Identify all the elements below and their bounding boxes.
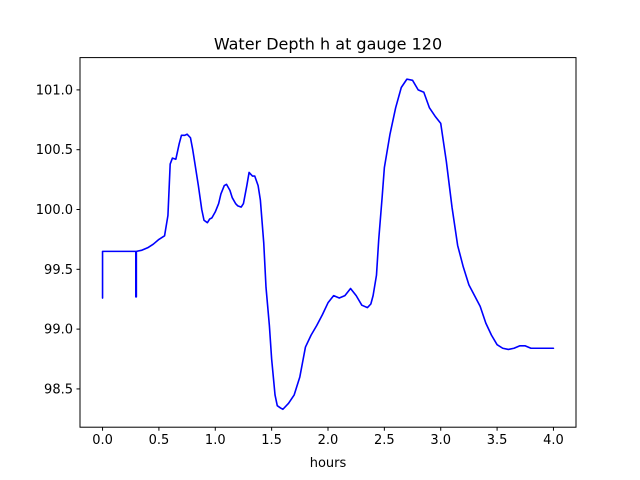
x-axis-label: hours	[310, 456, 347, 471]
x-axis: 0.0 0.5 1.0 1.5 2.0 2.5 3.0 3.5 4.0	[92, 427, 564, 448]
y-tick-label: 99.0	[44, 323, 73, 338]
x-tick-label: 3.0	[430, 433, 451, 448]
x-tick-label: 3.5	[487, 433, 508, 448]
x-tick-label: 2.0	[318, 433, 339, 448]
data-layer	[101, 78, 555, 411]
x-tick-label: 4.0	[543, 433, 564, 448]
x-tick-label: 2.5	[374, 433, 395, 448]
x-tick-label: 0.5	[149, 433, 170, 448]
x-tick-label: 0.0	[92, 433, 113, 448]
y-tick-label: 100.5	[36, 143, 73, 158]
x-tick-label: 1.5	[261, 433, 282, 448]
series-line-0	[101, 78, 555, 411]
x-tick-label: 1.0	[205, 433, 226, 448]
y-tick-label: 98.5	[44, 382, 73, 397]
y-tick-label: 99.5	[44, 263, 73, 278]
chart-title: Water Depth h at gauge 120	[214, 35, 442, 54]
y-tick-label: 101.0	[36, 83, 73, 98]
y-axis: 98.5 99.0 99.5 100.0 100.5 101.0	[36, 83, 80, 397]
y-tick-label: 100.0	[36, 203, 73, 218]
